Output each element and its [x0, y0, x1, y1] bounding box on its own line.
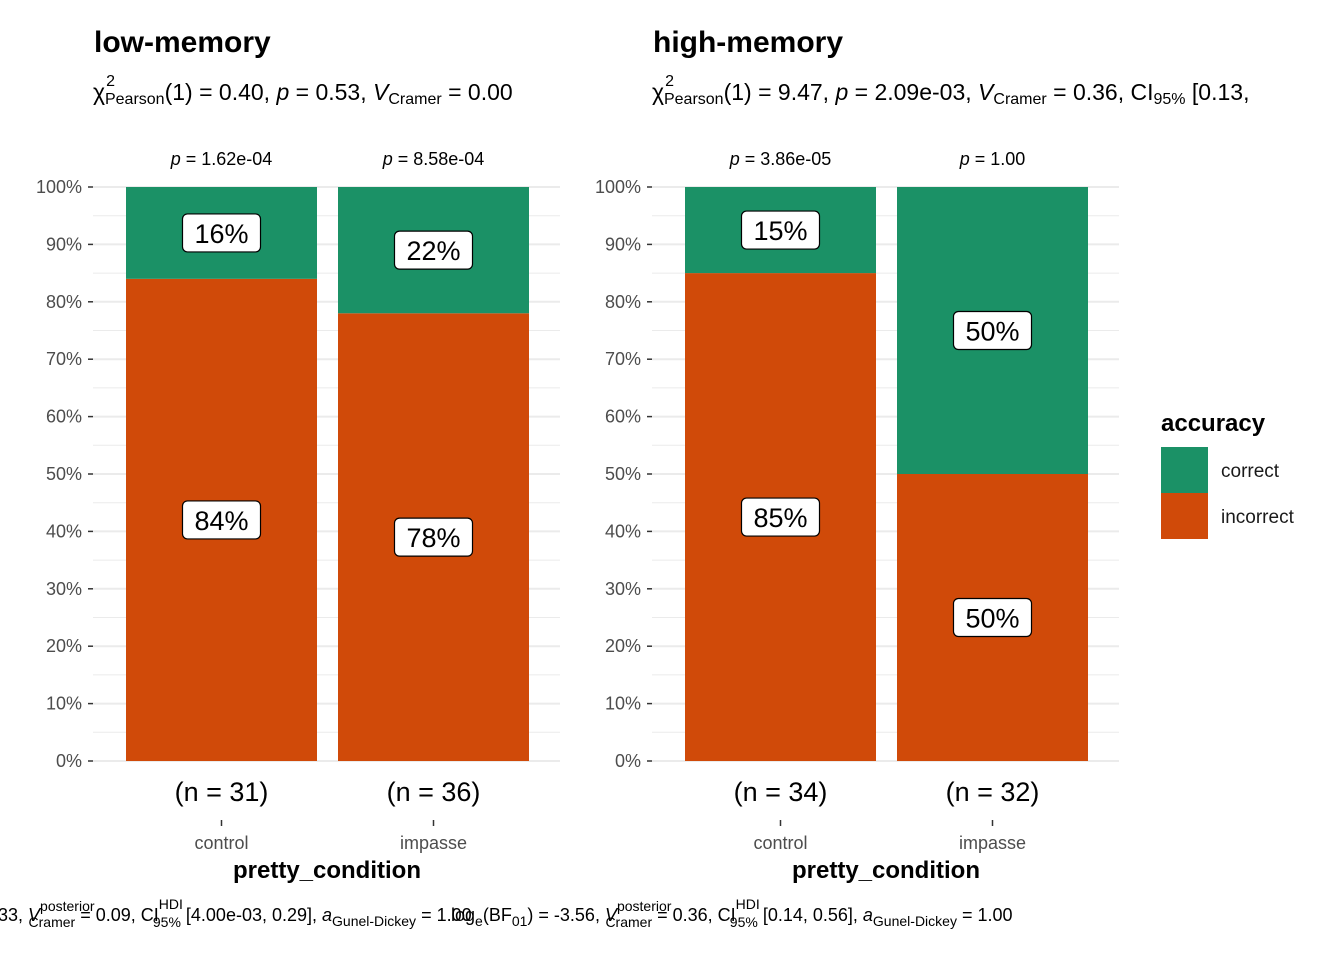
pct-label-box: [952, 597, 1033, 638]
y-tick-label: 20%: [605, 636, 641, 656]
plot-area: 0% 10% 20% 30% 40% 50% 60% 70% 80% 90% 100% 84% 16% p…: [36, 149, 560, 853]
category-pvalue: p = 8.58e-04: [382, 149, 485, 169]
panel-title: low-memory: [94, 26, 271, 59]
pct-label-correct-impasse: 22%: [393, 230, 474, 270]
y-tick-label: 90%: [605, 234, 641, 254]
legend-label-correct: correct: [1221, 461, 1280, 482]
pct-label-box: [181, 500, 262, 540]
x-tick-label: control: [194, 833, 248, 853]
panel-low-memory: low-memory χ2 Pearson(1) = 0.40, p = 0.53…: [36, 26, 560, 884]
y-tick-label: 20%: [46, 636, 82, 656]
panel-title: high-memory: [653, 26, 843, 59]
panel-high-memory: high-memory χ2 Pearson(1) = 9.47, p = 2.0…: [595, 26, 1250, 884]
category-n-label: (n = 34): [734, 777, 828, 807]
x-tick-label: impasse: [959, 833, 1026, 853]
legend-label-incorrect: incorrect: [1221, 507, 1295, 528]
category-pvalue: p = 1.00: [959, 149, 1026, 169]
pct-label-box: [740, 210, 821, 250]
y-tick-label: 60%: [605, 407, 641, 427]
panel-subtitle: χ2 Pearson(1) = 9.47, p = 2.09e-03, VCram…: [652, 73, 1249, 108]
panel-subtitle: χ2 Pearson(1) = 0.40, p = 0.53, VCramer =…: [93, 73, 513, 108]
y-tick-label: 70%: [605, 349, 641, 369]
pct-label-box: [740, 497, 821, 537]
y-tick-label: 80%: [605, 292, 641, 312]
pct-label-incorrect-control: 84%: [181, 500, 262, 540]
caption-high-memory: loge(BF01) = -3.56, Vposterior Cramer = 0…: [451, 896, 1013, 930]
y-tick-label: 40%: [46, 521, 82, 541]
pct-label-text: 85%: [753, 503, 807, 533]
legend-swatch-correct: [1161, 447, 1208, 493]
legend-swatch-incorrect: [1161, 493, 1208, 539]
category-pvalue: p = 3.86e-05: [729, 149, 832, 169]
pct-label-text: 78%: [406, 523, 460, 553]
y-tick-label: 30%: [605, 579, 641, 599]
pct-label-correct-impasse: 50%: [952, 310, 1033, 351]
y-tick-label: 60%: [46, 407, 82, 427]
pct-label-correct-control: 16%: [181, 213, 262, 253]
y-tick-label: 0%: [615, 751, 641, 771]
x-axis-title: pretty_condition: [792, 857, 980, 884]
legend-title: accuracy: [1161, 410, 1266, 437]
legend: accuracy correct incorrect: [1161, 410, 1295, 539]
category-n-label: (n = 31): [175, 777, 269, 807]
pct-label-correct-control: 15%: [740, 210, 821, 250]
pct-label-box: [393, 230, 474, 270]
y-tick-label: 100%: [36, 177, 82, 197]
pct-label-text: 50%: [965, 317, 1019, 347]
pct-label-text: 16%: [194, 219, 248, 249]
y-tick-label: 80%: [46, 292, 82, 312]
pct-label-box: [952, 310, 1033, 351]
y-tick-label: 30%: [46, 579, 82, 599]
category-pvalue: p = 1.62e-04: [170, 149, 273, 169]
y-tick-label: 50%: [46, 464, 82, 484]
category-n-label: (n = 36): [387, 777, 481, 807]
pct-label-incorrect-impasse: 50%: [952, 597, 1033, 638]
pct-label-box: [393, 517, 474, 557]
pct-label-text: 15%: [753, 216, 807, 246]
pct-label-incorrect-control: 85%: [740, 497, 821, 537]
y-tick-label: 40%: [605, 521, 641, 541]
pct-label-box: [181, 213, 262, 253]
y-tick-label: 70%: [46, 349, 82, 369]
pct-label-text: 84%: [194, 506, 248, 536]
y-tick-label: 90%: [46, 234, 82, 254]
x-tick-label: control: [753, 833, 807, 853]
y-tick-label: 50%: [605, 464, 641, 484]
captions: 33, Vposterior Cramer = 0.09, CIHDI 95% [4…: [0, 896, 1013, 930]
plot-area: 0% 10% 20% 30% 40% 50% 60% 70% 80% 90% 100% 85% 15% p…: [595, 149, 1119, 853]
y-tick-label: 0%: [56, 751, 82, 771]
y-tick-label: 100%: [595, 177, 641, 197]
pct-label-text: 50%: [965, 604, 1019, 634]
category-n-label: (n = 32): [946, 777, 1040, 807]
x-axis-title: pretty_condition: [233, 857, 421, 884]
pct-label-incorrect-impasse: 78%: [393, 517, 474, 557]
caption-low-memory: 33, Vposterior Cramer = 0.09, CIHDI 95% [4…: [0, 896, 472, 930]
y-tick-label: 10%: [605, 694, 641, 714]
y-tick-label: 10%: [46, 694, 82, 714]
pct-label-text: 22%: [406, 236, 460, 266]
x-tick-label: impasse: [400, 833, 467, 853]
